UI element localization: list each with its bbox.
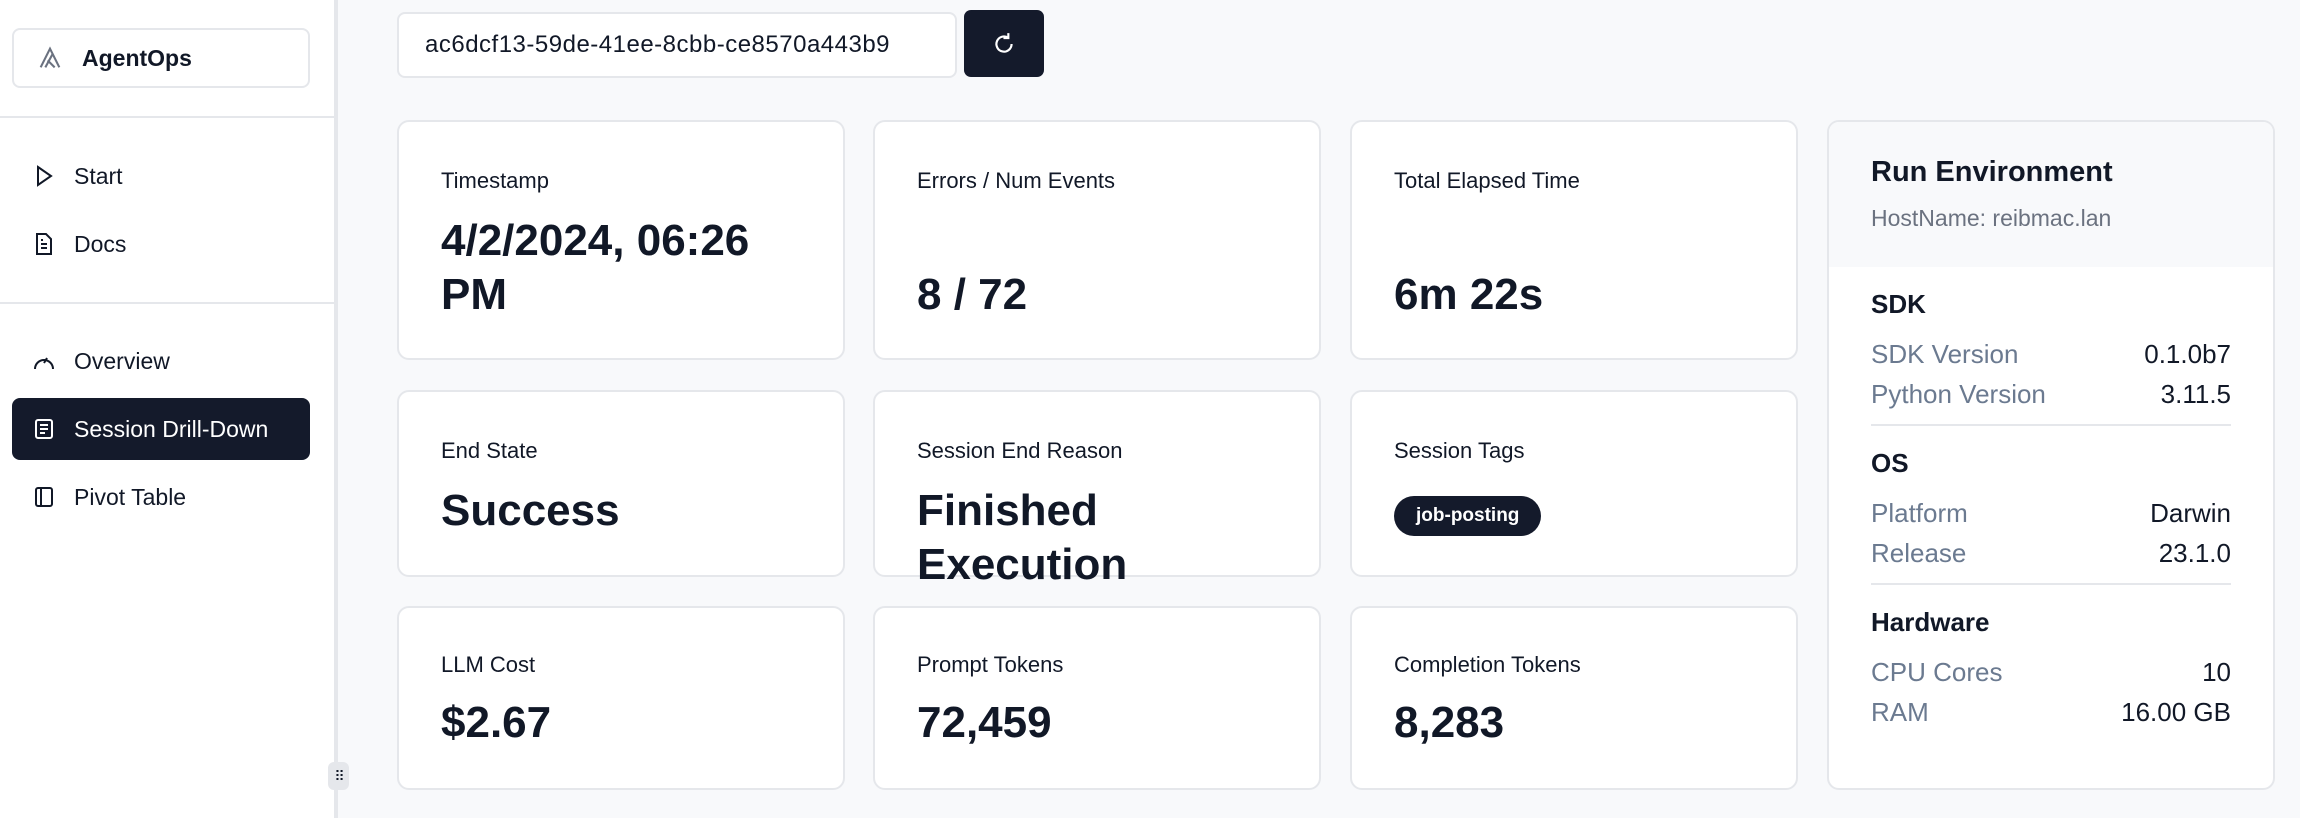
env-value: 10 [2202,657,2231,687]
card-label: Completion Tokens [1394,652,1581,677]
card-value: $2.67 [441,698,552,747]
brand-logo-button[interactable]: AgentOps [12,28,310,88]
sidebar-item-label: Overview [74,347,170,374]
env-value: 0.1.0b7 [2144,339,2231,369]
errors-events-card: Errors / Num Events 8 / 72 [873,120,1321,360]
prompt-tokens-card: Prompt Tokens 72,459 [873,606,1321,790]
env-title: Run Environment [1871,156,2113,188]
sidebar-item-label: Start [74,162,123,189]
env-value: 3.11.5 [2160,379,2231,409]
env-row: Python Version 3.11.5 [1871,374,2231,414]
section-title: OS [1871,448,1909,478]
env-key: CPU Cores [1871,657,2003,687]
env-section-hardware: Hardware CPU Cores 10 RAM 16.00 GB [1871,585,2231,742]
env-header: Run Environment HostName: reibmac.lan [1829,122,2273,267]
card-value: 72,459 [917,698,1052,747]
card-label: Session Tags [1394,438,1525,463]
end-reason-card: Session End Reason Finished Execution [873,390,1321,589]
end-state-card: End State Success [397,390,845,577]
document-icon [36,233,52,255]
card-value: Finished Execution [917,486,1128,589]
refresh-button[interactable] [964,10,1044,77]
gauge-icon [34,357,54,370]
env-row: SDK Version 0.1.0b7 [1871,334,2231,374]
sidebar-divider [0,302,338,304]
card-value: Success [441,486,620,535]
card-value: 8 / 72 [917,270,1028,319]
sidebar-resize-handle[interactable]: ⠿ [328,762,349,790]
env-key: Platform [1871,498,1968,528]
tag-badge[interactable]: job-posting [1394,496,1542,536]
card-label: Timestamp [441,168,549,193]
sidebar-item-docs[interactable]: Docs [12,213,310,275]
card-label: Total Elapsed Time [1394,168,1580,193]
refresh-icon [995,32,1013,53]
env-row: Release 23.1.0 [1871,533,2231,573]
env-row: CPU Cores 10 [1871,652,2231,692]
brand-name: AgentOps [82,44,192,71]
sidebar-item-label: Docs [74,230,127,257]
card-label: Prompt Tokens [917,652,1064,677]
card-value: 6m 22s [1394,270,1544,319]
sidebar-item-session-drill-down[interactable]: Session Drill-Down [12,398,310,460]
llm-cost-card: LLM Cost $2.67 [397,606,845,790]
card-value: 8,283 [1394,698,1505,747]
sidebar-item-pivot-table[interactable]: Pivot Table [12,466,310,528]
env-row: Platform Darwin [1871,493,2231,533]
env-value: 23.1.0 [2158,538,2231,568]
env-row: RAM 16.00 GB [1871,692,2231,732]
card-label: LLM Cost [441,652,536,677]
env-value: Darwin [2150,498,2231,528]
env-key: Python Version [1871,379,2046,409]
sidebar-item-start[interactable]: Start [12,145,310,207]
sidebar-item-label: Session Drill-Down [74,415,269,442]
env-value: 16.00 GB [2121,697,2231,727]
sidebar-item-label: Pivot Table [74,483,187,510]
env-section-os: OS Platform Darwin Release 23.1.0 [1871,426,2231,585]
sidebar-divider [0,116,338,118]
card-value: 4/2/2024, 06:26 PM [441,216,750,319]
session-id-input[interactable]: ac6dcf13-59de-41ee-8cbb-ce8570a443b9 [397,12,957,78]
sidebar: AgentOps Start Docs Overview Session Dri… [0,0,338,818]
section-title: SDK [1871,289,1926,319]
elapsed-time-card: Total Elapsed Time 6m 22s [1350,120,1798,360]
run-environment-panel: Run Environment HostName: reibmac.lan SD… [1827,120,2275,790]
agentops-logo-icon [39,46,61,69]
session-tags-card: Session Tags job-posting [1350,390,1798,577]
env-hostname: HostName: reibmac.lan [1871,205,2112,231]
env-section-sdk: SDK SDK Version 0.1.0b7 Python Version 3.1… [1871,267,2231,426]
panel-icon [35,487,53,507]
card-label: Errors / Num Events [917,168,1116,193]
section-title: Hardware [1871,607,1990,637]
completion-tokens-card: Completion Tokens 8,283 [1350,606,1798,790]
env-key: SDK Version [1871,339,2019,369]
env-key: Release [1871,538,1967,568]
sidebar-item-overview[interactable]: Overview [12,330,310,392]
timestamp-card: Timestamp 4/2/2024, 06:26 PM [397,120,845,360]
env-key: RAM [1871,697,1929,727]
play-icon [37,165,53,187]
card-label: End State [441,438,538,463]
session-id-value: ac6dcf13-59de-41ee-8cbb-ce8570a443b9 [425,31,891,58]
card-label: Session End Reason [917,438,1123,463]
list-icon [35,419,53,439]
